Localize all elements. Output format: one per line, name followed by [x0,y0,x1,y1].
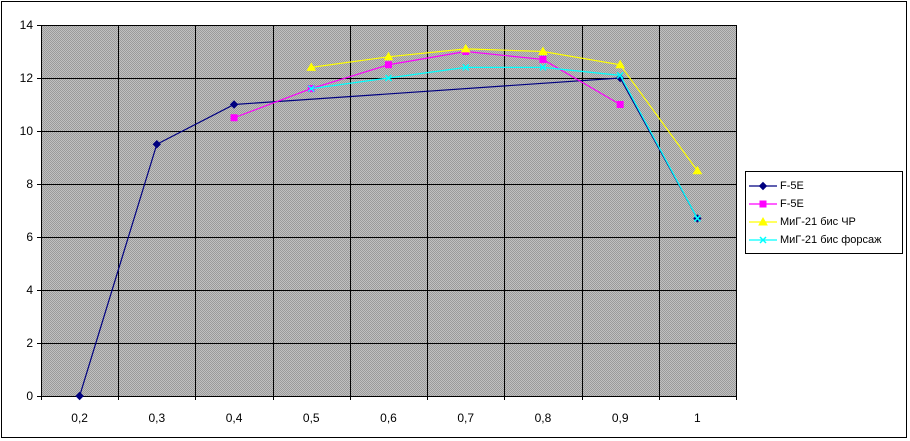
y-tick-label: 4 [26,283,33,297]
series-3-point [383,51,394,61]
y-axis-tick-labels: 0 2 4 6 8 10 12 14 [20,18,34,403]
series-3-point [460,43,471,53]
legend-label: МиГ-21 бис форсаж [780,234,882,246]
legend-label: МиГ-21 бис ЧР [780,216,856,228]
legend-swatch-marker [759,236,767,244]
series-4-point [462,63,470,71]
series-2-line [233,50,621,119]
legend-item: F-5E [746,195,904,213]
axes [37,25,737,400]
series-2-point [230,114,238,122]
series-3 [306,43,703,175]
x-tick-label: 0,3 [148,411,165,425]
series-4 [307,63,701,222]
y-tick-label: 8 [26,177,33,191]
series-3-point [615,59,626,69]
y-tick-label: 14 [20,18,34,32]
y-tick-label: 12 [20,71,34,85]
series-4-point [384,74,393,82]
plot-border [41,25,737,397]
series-4-point [693,214,701,222]
y-tick-label: 6 [26,230,33,244]
y-tick-label: 10 [20,124,34,138]
series-4-point [616,71,624,79]
series-4-point [539,63,547,71]
series-3-point [306,62,317,71]
y-tick-label: 2 [26,336,33,350]
x-tick-label: 0,8 [535,411,552,425]
legend-swatch [749,236,777,244]
legend-swatch-marker [758,181,768,191]
x-tick-label: 1 [694,411,701,425]
series-layer [75,43,703,401]
plot-area [41,25,736,396]
legend-swatch [749,200,777,208]
x-tick-label: 0,6 [380,411,397,425]
legend-item: МиГ-21 бис форсаж [746,231,904,249]
x-tick-label: 0,7 [457,411,474,425]
series-4-point [307,85,315,93]
x-tick-label: 0,2 [71,411,88,425]
series-3-line [311,48,698,172]
x-tick-label: 0,9 [612,411,629,425]
series-2-point [539,55,547,63]
legend-item: МиГ-21 бис ЧР [746,213,904,231]
legend-swatch-marker [758,216,768,226]
series-3-point [692,165,703,175]
y-tick-label: 0 [26,389,33,403]
legend-swatch [749,216,777,226]
series-2-point [616,101,624,108]
series-1-point [75,391,84,401]
legend-item: F-5E [746,177,904,195]
x-axis-tick-labels: 0,2 0,3 0,4 0,5 0,6 0,7 0,8 0,9 1 [71,411,701,425]
x-tick-label: 0,4 [226,411,243,425]
legend: F-5E F-5E МиГ-21 бис ЧР МиГ-21 бис форсаж [745,171,903,254]
x-tick-label: 0,5 [303,411,320,425]
series-3-point [538,46,548,55]
series-2-point [385,61,392,69]
series-1-point [229,100,239,109]
legend-swatch-marker [759,200,767,208]
legend-label: F-5E [780,198,804,210]
legend-label: F-5E [780,180,804,192]
legend-swatch [749,181,777,191]
series-1-point [152,140,162,149]
series-4-line [311,66,698,219]
